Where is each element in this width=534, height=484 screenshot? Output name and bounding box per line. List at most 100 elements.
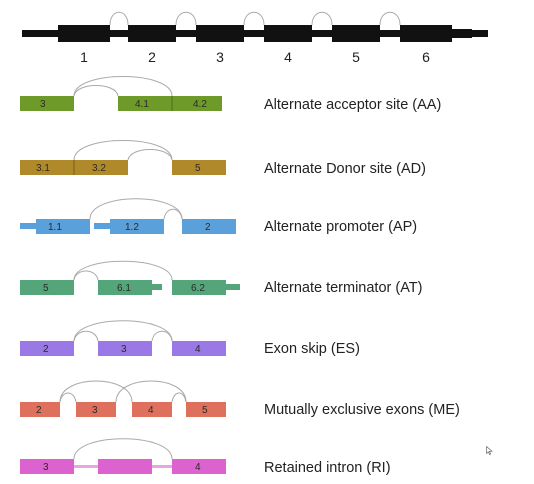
exon-box [172, 280, 226, 295]
exon-number-label: 1 [80, 49, 88, 65]
exon-label: 6.2 [191, 283, 205, 294]
event-ri: 3 4 [20, 438, 226, 474]
splice-arc [171, 392, 187, 403]
exon-label: 3 [121, 344, 127, 355]
splice-arc [89, 198, 183, 220]
exon-box [74, 160, 128, 175]
exon-6-block [400, 25, 452, 42]
exon-box [172, 160, 226, 175]
utr-stub [20, 223, 36, 229]
exon-label: 5 [43, 283, 49, 294]
event-at: 5 6.1 6.2 [20, 260, 240, 295]
utr-stub [152, 284, 162, 290]
splice-arc [115, 380, 187, 403]
splice-arc [73, 320, 173, 342]
exon-label: 3.1 [36, 163, 50, 174]
exon-box [132, 402, 172, 417]
intron-arc [109, 11, 129, 26]
exon-4-block [264, 25, 312, 42]
event-label-aa: Alternate acceptor site (AA) [264, 97, 442, 113]
event-aa: 3 4.1 4.2 [20, 76, 222, 111]
event-label-me: Mutually exclusive exons (ME) [264, 402, 460, 418]
gene-model: 1 2 3 4 5 6 [22, 11, 488, 65]
intron-arc [311, 11, 333, 26]
exon-2-block [128, 25, 176, 42]
exon-3-block [196, 25, 244, 42]
utr-stub [94, 223, 110, 229]
exon-number-label: 6 [422, 49, 430, 65]
exon-label: 3.2 [92, 163, 106, 174]
gene-backbone [22, 30, 488, 37]
exon-label: 1.2 [125, 222, 139, 233]
exon-box [20, 96, 74, 111]
exon-number-label: 5 [352, 49, 360, 65]
exon-box [20, 160, 74, 175]
event-me: 2 3 4 5 [20, 380, 226, 417]
exon-label: 2 [205, 222, 211, 233]
splice-arc [59, 392, 77, 403]
exon-box [172, 96, 222, 111]
event-label-es: Exon skip (ES) [264, 341, 360, 357]
exon-box [98, 341, 152, 356]
exon-box [110, 219, 164, 234]
exon-label: 1.1 [48, 222, 62, 233]
exon-label: 4 [195, 344, 201, 355]
exon-box [36, 219, 90, 234]
exon-label: 4.2 [193, 99, 207, 110]
event-label-ri: Retained intron (RI) [264, 460, 391, 476]
exon-label: 2 [43, 344, 49, 355]
exon-1-block [58, 25, 110, 42]
splice-arc [73, 330, 99, 342]
exon-label: 3 [43, 462, 49, 473]
event-ap: 1.1 1.2 2 [20, 198, 236, 234]
exon-box [118, 96, 172, 111]
mouse-cursor-icon [486, 446, 493, 455]
splice-arc [73, 260, 173, 281]
exon-label: 6.1 [117, 283, 131, 294]
splice-arc [127, 149, 173, 161]
exon-box [98, 459, 152, 474]
exon-label: 4.1 [135, 99, 149, 110]
retained-intron-line [74, 465, 98, 468]
exon-box [20, 402, 60, 417]
exon-label: 4 [148, 405, 154, 416]
exon-box [182, 219, 236, 234]
event-es: 2 3 4 [20, 320, 226, 356]
event-label-ap: Alternate promoter (AP) [264, 219, 418, 235]
exon-box [98, 280, 152, 295]
utr-stub [226, 284, 240, 290]
exon-box [172, 459, 226, 474]
intron-arc [379, 11, 401, 26]
exon-box [20, 459, 74, 474]
exon-number-label: 2 [148, 49, 156, 65]
gene-tail [452, 29, 472, 38]
retained-intron-line [152, 465, 172, 468]
exon-box [20, 341, 74, 356]
exon-number-label: 3 [216, 49, 224, 65]
exon-label: 2 [36, 405, 42, 416]
exon-number-label: 4 [284, 49, 292, 65]
intron-arc [243, 11, 265, 26]
splice-arc [73, 270, 99, 281]
event-label-at: Alternate terminator (AT) [264, 280, 423, 296]
exon-label: 5 [195, 163, 201, 174]
exon-label: 3 [92, 405, 98, 416]
exon-box [172, 341, 226, 356]
exon-box [76, 402, 116, 417]
exon-5-block [332, 25, 380, 42]
splice-arc [163, 208, 183, 220]
splice-arc [73, 76, 173, 97]
exon-box [186, 402, 226, 417]
event-label-ad: Alternate Donor site (AD) [264, 161, 426, 177]
exon-label: 5 [202, 405, 208, 416]
splice-arc [73, 140, 173, 161]
exon-box [20, 280, 74, 295]
exon-label: 4 [195, 462, 201, 473]
intron-arc [175, 11, 197, 26]
splice-arc [59, 380, 133, 403]
splice-arc [73, 438, 173, 460]
event-ad: 3.1 3.2 5 [20, 140, 226, 175]
splice-arc [73, 85, 119, 97]
splice-arc [151, 330, 173, 342]
